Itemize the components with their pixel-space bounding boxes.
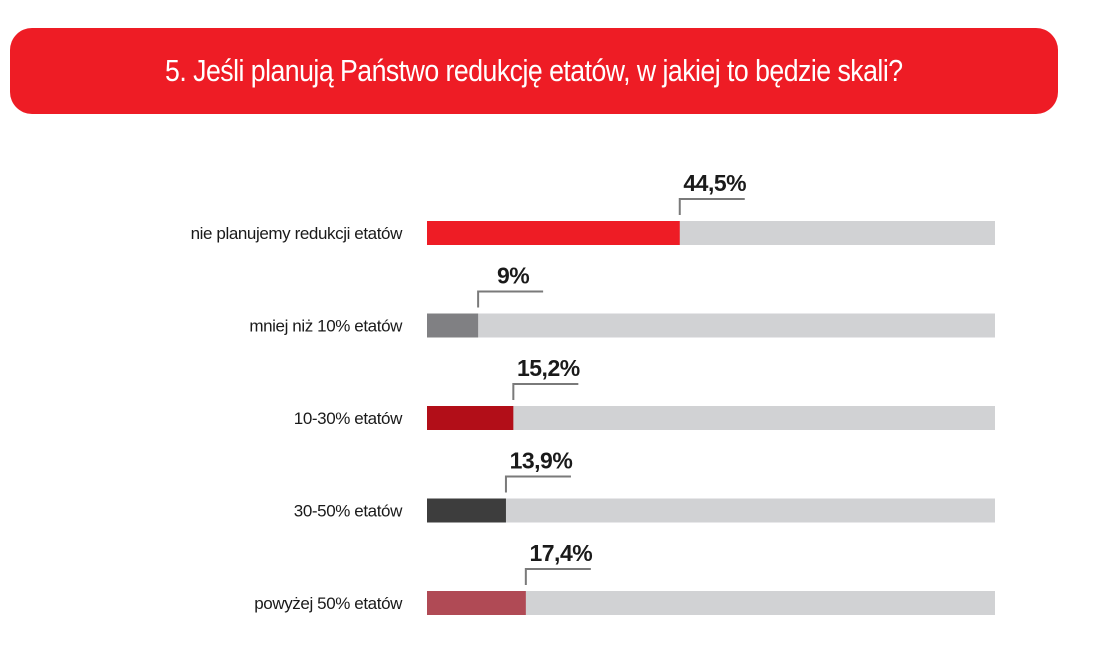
leader-line (678, 198, 745, 215)
category-label: 30-50% etatów (294, 502, 403, 521)
bar-row: powyżej 50% etatów 17,4% (254, 540, 995, 615)
value-label: 13,9% (510, 448, 573, 474)
value-label: 17,4% (529, 540, 592, 566)
bar (427, 221, 680, 245)
bar (427, 406, 514, 430)
value-label: 9% (497, 263, 529, 289)
page-title: 5. Jeśli planują Państwo redukcję etatów… (165, 53, 903, 88)
bar-row: mniej niż 10% etatów 9% (249, 263, 995, 338)
bar-track (427, 498, 995, 523)
bar-track (427, 406, 995, 430)
category-label: 10-30% etatów (294, 409, 403, 428)
category-label: nie planujemy redukcji etatów (191, 224, 404, 243)
bar (427, 313, 479, 338)
header-banner: 5. Jeśli planują Państwo redukcję etatów… (10, 28, 1058, 114)
category-label: mniej niż 10% etatów (249, 317, 403, 336)
bar-row: 10-30% etatów 15,2% (294, 355, 995, 430)
leader-line (524, 568, 591, 585)
bar (427, 498, 506, 523)
bar (427, 591, 526, 615)
category-label: powyżej 50% etatów (254, 594, 403, 613)
leader-line (477, 290, 544, 308)
bar-row: 30-50% etatów 13,9% (294, 448, 995, 523)
value-label: 15,2% (517, 355, 580, 381)
bar-row: nie planujemy redukcji etatów 44,5% (191, 170, 995, 245)
bar-track (427, 313, 995, 338)
leader-line (504, 475, 571, 493)
leader-line (512, 383, 579, 400)
value-label: 44,5% (683, 170, 746, 196)
